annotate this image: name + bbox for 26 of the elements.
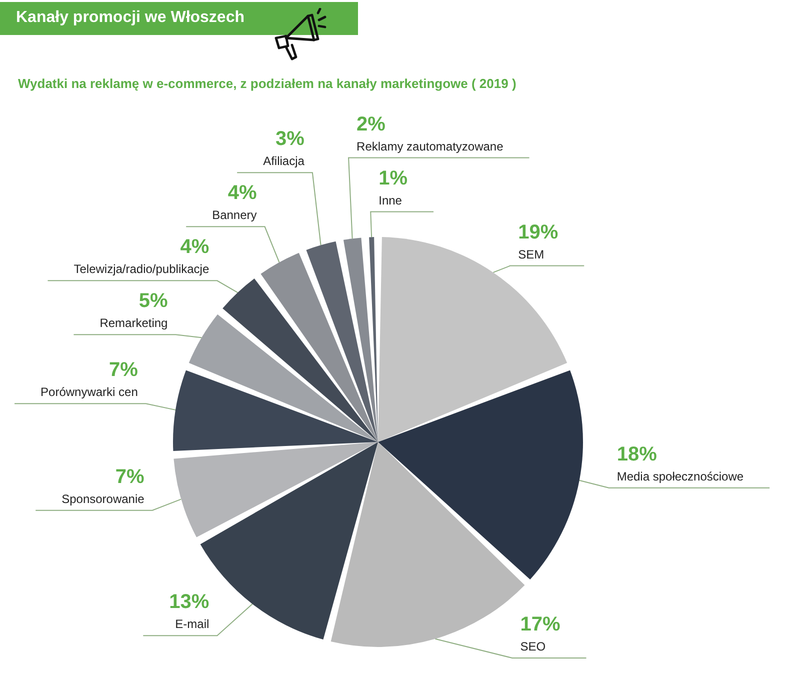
- slice-label: Remarketing: [100, 316, 168, 330]
- data-label: 3%: [276, 128, 305, 150]
- data-label: 19%: [518, 221, 558, 244]
- data-label: 7%: [115, 466, 145, 488]
- chart-title: Kanały promocji we Włoszech: [16, 9, 244, 27]
- data-label: 5%: [138, 290, 168, 312]
- slice-label: Bannery: [212, 208, 257, 222]
- slice-label: E-mail: [175, 617, 210, 632]
- data-label: 7%: [108, 359, 138, 382]
- data-label: 4%: [180, 236, 210, 258]
- data-label: 1%: [378, 167, 408, 190]
- data-label: 17%: [520, 614, 560, 636]
- data-label: 2%: [356, 113, 386, 136]
- slice-label: Afiliacja: [263, 154, 305, 168]
- data-label: 18%: [616, 443, 658, 466]
- data-label: 4%: [228, 182, 258, 204]
- slice-label: SEM: [518, 247, 544, 262]
- slice-label: SEO: [520, 640, 546, 654]
- slice-label: Inne: [378, 193, 402, 208]
- slice-label: Media społecznościowe: [616, 469, 744, 484]
- slice-label: Reklamy zautomatyzowane: [356, 139, 504, 154]
- chart-subtitle: Wydatki na reklamę w e-commerce, z podziałem na kanały marketingowe ( 2019 ): [18, 76, 516, 91]
- slice-label: Sponsorowanie: [62, 492, 145, 506]
- slice-label: Porównywarki cen: [40, 385, 138, 400]
- slice-label: Telewizja/radio/publikacje: [74, 262, 210, 276]
- data-label: 13%: [169, 591, 210, 614]
